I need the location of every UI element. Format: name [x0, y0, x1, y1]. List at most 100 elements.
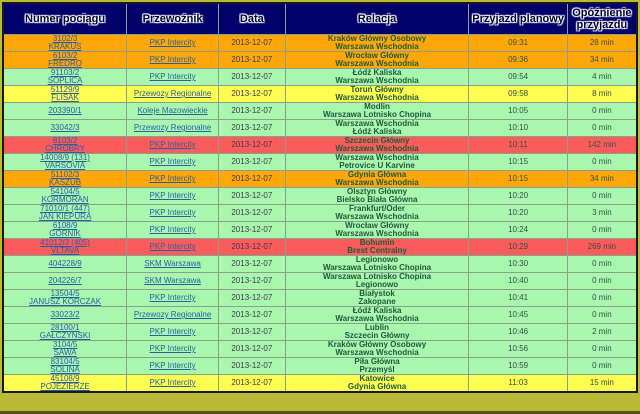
planned-arrival-cell: 10:15 — [468, 170, 568, 188]
carrier-link[interactable]: PKP Intercity — [149, 361, 196, 370]
carrier-link[interactable]: Koleje Mazowieckie — [137, 106, 208, 115]
route-value: Białystok Zakopane — [288, 291, 467, 306]
carrier-link[interactable]: SKM Warszawa — [144, 259, 201, 268]
date-value: 2013-12-07 — [231, 293, 273, 302]
carrier-link[interactable]: PKP Intercity — [149, 344, 196, 353]
train-number-cell: 45108/9 POJEZIERZE — [2, 374, 128, 393]
delay-value: 3 min — [592, 208, 612, 217]
carrier-link[interactable]: PKP Intercity — [149, 174, 196, 183]
train-number-link[interactable]: 33042/3 — [51, 123, 80, 132]
carrier-link[interactable]: PKP Intercity — [149, 208, 196, 217]
carrier-link[interactable]: PKP Intercity — [149, 191, 196, 200]
date-value: 2013-12-07 — [231, 208, 273, 217]
route-cell: Lublin Szczecin Główny — [284, 323, 470, 341]
route-to: Warszawa Wschodnia — [335, 144, 419, 153]
delay-value: 0 min — [592, 123, 612, 132]
route-to: Warszawa Wschodnia — [335, 93, 419, 102]
train-number-link[interactable]: 3102/3 KRAKUS — [6, 36, 124, 51]
train-number-link[interactable]: 45108/9 POJEZIERZE — [6, 375, 124, 391]
train-number-link[interactable]: 204226/7 — [48, 276, 81, 285]
planned-arrival-value: 10:59 — [508, 361, 529, 370]
table-row: 45108/9 POJEZIERZE PKP Intercity 2013-12… — [2, 374, 638, 393]
date-cell: 2013-12-07 — [218, 34, 286, 52]
route-cell: Katowice Gdynia Główna — [284, 374, 470, 393]
delay-value: 0 min — [592, 344, 612, 353]
carrier-link[interactable]: PKP Intercity — [149, 55, 196, 64]
table-row: 51102/3 KASZUB PKP Intercity 2013-12-07 … — [2, 170, 638, 188]
planned-arrival-value: 09:36 — [508, 55, 529, 64]
route-cell: Piła Główna Przemyśl — [284, 357, 470, 375]
route-value: Warszawa Wschodnia Petrovice U Karvine — [288, 155, 467, 170]
route-value: Modlin Warszawa Lotnisko Chopina — [288, 104, 467, 119]
route-value: Kraków Główny Osobowy Warszawa Wschodnia — [288, 36, 467, 51]
date-cell: 2013-12-07 — [218, 102, 286, 120]
train-number-cell: 3104/5 SAWA — [2, 340, 128, 358]
train-number-link[interactable]: 404228/9 — [48, 259, 81, 268]
train-name: SAWA — [53, 348, 77, 357]
table-row: 14008/9 (131) VARSOVIA PKP Intercity 201… — [2, 153, 638, 171]
train-number-cell: 33023/2 — [2, 306, 128, 324]
carrier-link[interactable]: PKP Intercity — [149, 38, 196, 47]
date-cell: 2013-12-07 — [218, 238, 286, 256]
carrier-cell: PKP Intercity — [126, 221, 220, 239]
carrier-link[interactable]: Przewozy Regionalne — [133, 89, 212, 98]
carrier-link[interactable]: PKP Intercity — [149, 157, 196, 166]
train-number-link[interactable]: 83104/5 SOLINA — [6, 359, 124, 374]
planned-arrival-value: 10:29 — [508, 242, 529, 251]
carrier-link[interactable]: PKP Intercity — [149, 140, 196, 149]
train-number-link[interactable]: 8103/2 CHROBRY — [6, 138, 124, 153]
carrier-link[interactable]: SKM Warszawa — [144, 276, 201, 285]
train-number-cell: 71010/1 (447) JAN KIEPURA — [2, 204, 128, 222]
carrier-link[interactable]: Przewozy Regionalne — [133, 310, 212, 319]
carrier-link[interactable]: PKP Intercity — [149, 327, 196, 336]
train-number-link[interactable]: 6103/2 FREDRO — [6, 53, 124, 68]
table-row: 3102/3 KRAKUS PKP Intercity 2013-12-07 K… — [2, 34, 638, 52]
train-name: GAŁCZYŃSKI — [39, 331, 91, 340]
route-to: Szczecin Główny — [344, 331, 410, 340]
date-cell: 2013-12-07 — [218, 204, 286, 222]
planned-arrival-cell: 10:24 — [468, 221, 568, 239]
train-name: FREDRO — [48, 59, 82, 68]
train-number-link[interactable]: 33023/2 — [51, 310, 80, 319]
train-name: KORMORAN — [41, 195, 89, 204]
train-number-cell: 6103/2 FREDRO — [2, 51, 128, 69]
train-number-link[interactable]: 54104/5 KORMORAN — [6, 189, 124, 204]
train-number-link[interactable]: 28100/1 GAŁCZYŃSKI — [6, 325, 124, 340]
train-number: 14008/9 (131) — [40, 153, 90, 162]
delay-cell: 0 min — [566, 187, 638, 205]
carrier-link[interactable]: PKP Intercity — [149, 378, 196, 387]
carrier-cell: PKP Intercity — [126, 238, 220, 256]
delay-cell: 2 min — [566, 323, 638, 341]
carrier-link[interactable]: PKP Intercity — [149, 225, 196, 234]
train-number-link[interactable]: 71010/1 (447) JAN KIEPURA — [6, 206, 124, 221]
train-number-link[interactable]: 91103/2 SOPLICA — [6, 70, 124, 85]
route-from: Warszawa Lotnisko Chopina — [322, 272, 432, 281]
carrier-link[interactable]: PKP Intercity — [149, 293, 196, 302]
train-number-cell: 14008/9 (131) VARSOVIA — [2, 153, 128, 171]
train-number-link[interactable]: 203390/1 — [48, 106, 81, 115]
train-name: KRAKUS — [48, 42, 82, 51]
planned-arrival-value: 10:10 — [508, 123, 529, 132]
train-number-link[interactable]: 14008/9 (131) VARSOVIA — [6, 153, 124, 170]
route-value: Łódź Kaliska Warszawa Wschodnia — [288, 308, 467, 323]
carrier-link[interactable]: PKP Intercity — [149, 242, 196, 251]
train-name: SOLINA — [50, 365, 80, 374]
route-value: Piła Główna Przemyśl — [288, 359, 467, 374]
table-row: 8103/2 CHROBRY PKP Intercity 2013-12-07 … — [2, 136, 638, 154]
train-number-link[interactable]: 51129/9 FLISAK — [6, 87, 124, 102]
train-number-link[interactable]: 13504/5 JANUSZ KORCZAK — [6, 291, 124, 306]
table-row: 6103/2 FREDRO PKP Intercity 2013-12-07 W… — [2, 51, 638, 69]
train-number-link[interactable]: 3104/5 SAWA — [6, 340, 124, 357]
route-to: Łódź Kaliska — [352, 127, 402, 136]
route-from: Warszawa Wschodnia — [335, 119, 419, 128]
date-cell: 2013-12-07 — [218, 187, 286, 205]
route-value: Szczecin Główny Warszawa Wschodnia — [288, 138, 467, 153]
train-number-link[interactable]: 51102/3 KASZUB — [6, 172, 124, 187]
train-number-link[interactable]: 6108/9 GÓRNIK — [6, 223, 124, 238]
date-cell: 2013-12-07 — [218, 153, 286, 171]
carrier-link[interactable]: Przewozy Regionalne — [133, 123, 212, 132]
train-number: 3104/5 — [52, 340, 78, 349]
planned-arrival-cell: 10:05 — [468, 102, 568, 120]
carrier-link[interactable]: PKP Intercity — [149, 72, 196, 81]
train-number-link[interactable]: 41012/3 (405) VLTAVA — [6, 240, 124, 255]
